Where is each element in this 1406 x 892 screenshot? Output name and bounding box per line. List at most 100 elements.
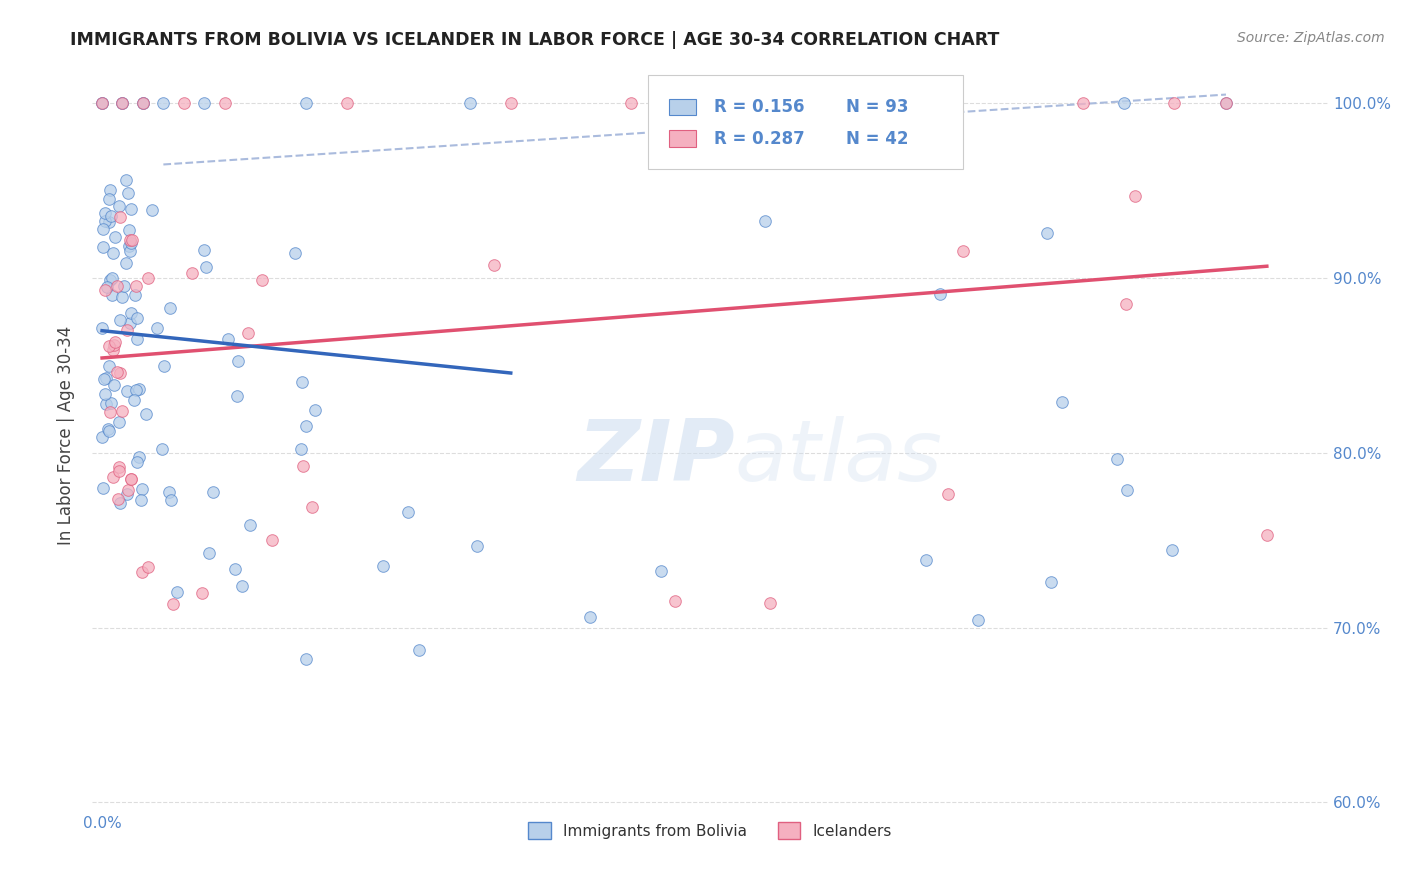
Point bbox=[202, 485, 225, 500]
Point bbox=[1115, 297, 1137, 311]
Point bbox=[105, 279, 128, 293]
Point bbox=[98, 184, 121, 198]
Point bbox=[111, 290, 134, 304]
Point bbox=[217, 332, 239, 346]
Point bbox=[1163, 96, 1185, 111]
Point bbox=[214, 96, 236, 111]
Point bbox=[226, 354, 249, 368]
Point bbox=[125, 311, 148, 326]
Point bbox=[121, 233, 143, 247]
Point bbox=[1036, 226, 1059, 240]
Point bbox=[458, 96, 481, 111]
Point bbox=[664, 594, 686, 608]
Point bbox=[952, 244, 974, 259]
Text: N = 93: N = 93 bbox=[846, 98, 908, 116]
Point bbox=[260, 533, 283, 548]
Point bbox=[91, 321, 114, 335]
Point bbox=[94, 387, 117, 401]
Text: IMMIGRANTS FROM BOLIVIA VS ICELANDER IN LABOR FORCE | AGE 30-34 CORRELATION CHAR: IMMIGRANTS FROM BOLIVIA VS ICELANDER IN … bbox=[69, 31, 1000, 49]
Point bbox=[301, 500, 323, 514]
Point bbox=[125, 278, 148, 293]
Point bbox=[96, 280, 118, 294]
Point bbox=[103, 338, 125, 352]
Point bbox=[759, 596, 782, 610]
Point bbox=[118, 239, 141, 253]
Point bbox=[111, 96, 134, 111]
Point bbox=[1215, 96, 1237, 111]
Point bbox=[96, 397, 118, 411]
Point bbox=[110, 210, 132, 224]
Point bbox=[111, 96, 134, 111]
Point bbox=[153, 359, 176, 373]
Point bbox=[103, 378, 125, 392]
Point bbox=[152, 96, 174, 111]
Point bbox=[115, 384, 138, 398]
Point bbox=[159, 301, 181, 315]
Point bbox=[101, 288, 124, 302]
Point bbox=[166, 585, 188, 599]
Point bbox=[125, 455, 148, 469]
Point bbox=[295, 96, 318, 111]
Point bbox=[124, 287, 146, 301]
Point bbox=[396, 505, 419, 519]
Point bbox=[226, 388, 249, 402]
Point bbox=[120, 202, 142, 216]
Point bbox=[224, 562, 246, 576]
Point bbox=[1105, 452, 1128, 467]
Point bbox=[1116, 483, 1139, 498]
Point bbox=[94, 283, 117, 297]
Point bbox=[108, 313, 131, 327]
Point bbox=[754, 214, 776, 228]
Point bbox=[291, 375, 314, 389]
Text: Source: ZipAtlas.com: Source: ZipAtlas.com bbox=[1237, 31, 1385, 45]
Point bbox=[104, 335, 127, 350]
Point bbox=[120, 472, 142, 486]
Point bbox=[136, 270, 159, 285]
FancyBboxPatch shape bbox=[669, 130, 696, 147]
Point bbox=[1039, 575, 1062, 590]
Point bbox=[117, 483, 139, 497]
Point bbox=[198, 546, 221, 560]
Point bbox=[131, 482, 153, 496]
Point bbox=[117, 487, 139, 501]
Point bbox=[110, 496, 132, 510]
Point bbox=[120, 233, 142, 247]
Point bbox=[304, 402, 326, 417]
Point bbox=[650, 565, 672, 579]
Point bbox=[160, 493, 183, 508]
Point bbox=[100, 395, 122, 409]
Point bbox=[103, 343, 125, 357]
Point bbox=[128, 382, 150, 396]
Point bbox=[107, 415, 129, 429]
Point bbox=[93, 206, 115, 220]
FancyBboxPatch shape bbox=[648, 75, 963, 169]
Point bbox=[150, 442, 173, 456]
Point bbox=[127, 332, 149, 346]
Point bbox=[104, 230, 127, 244]
Point bbox=[294, 419, 316, 434]
Point bbox=[114, 173, 136, 187]
Text: ZIP: ZIP bbox=[576, 417, 735, 500]
Point bbox=[193, 96, 215, 111]
Point bbox=[239, 517, 262, 532]
Point bbox=[145, 321, 167, 335]
Point bbox=[115, 323, 138, 337]
Point bbox=[231, 579, 253, 593]
Point bbox=[118, 316, 141, 330]
Point bbox=[118, 244, 141, 258]
Point bbox=[173, 96, 195, 111]
Point bbox=[295, 652, 318, 666]
Point bbox=[482, 258, 505, 272]
Point bbox=[108, 464, 131, 478]
Point bbox=[97, 192, 120, 206]
Text: N = 42: N = 42 bbox=[846, 129, 908, 147]
Point bbox=[499, 96, 522, 111]
Point bbox=[292, 459, 315, 474]
Point bbox=[108, 199, 131, 213]
Point bbox=[141, 203, 163, 218]
Point bbox=[91, 240, 114, 254]
Point bbox=[94, 370, 117, 384]
Point bbox=[1071, 96, 1094, 111]
Point bbox=[108, 367, 131, 381]
Point bbox=[94, 214, 117, 228]
